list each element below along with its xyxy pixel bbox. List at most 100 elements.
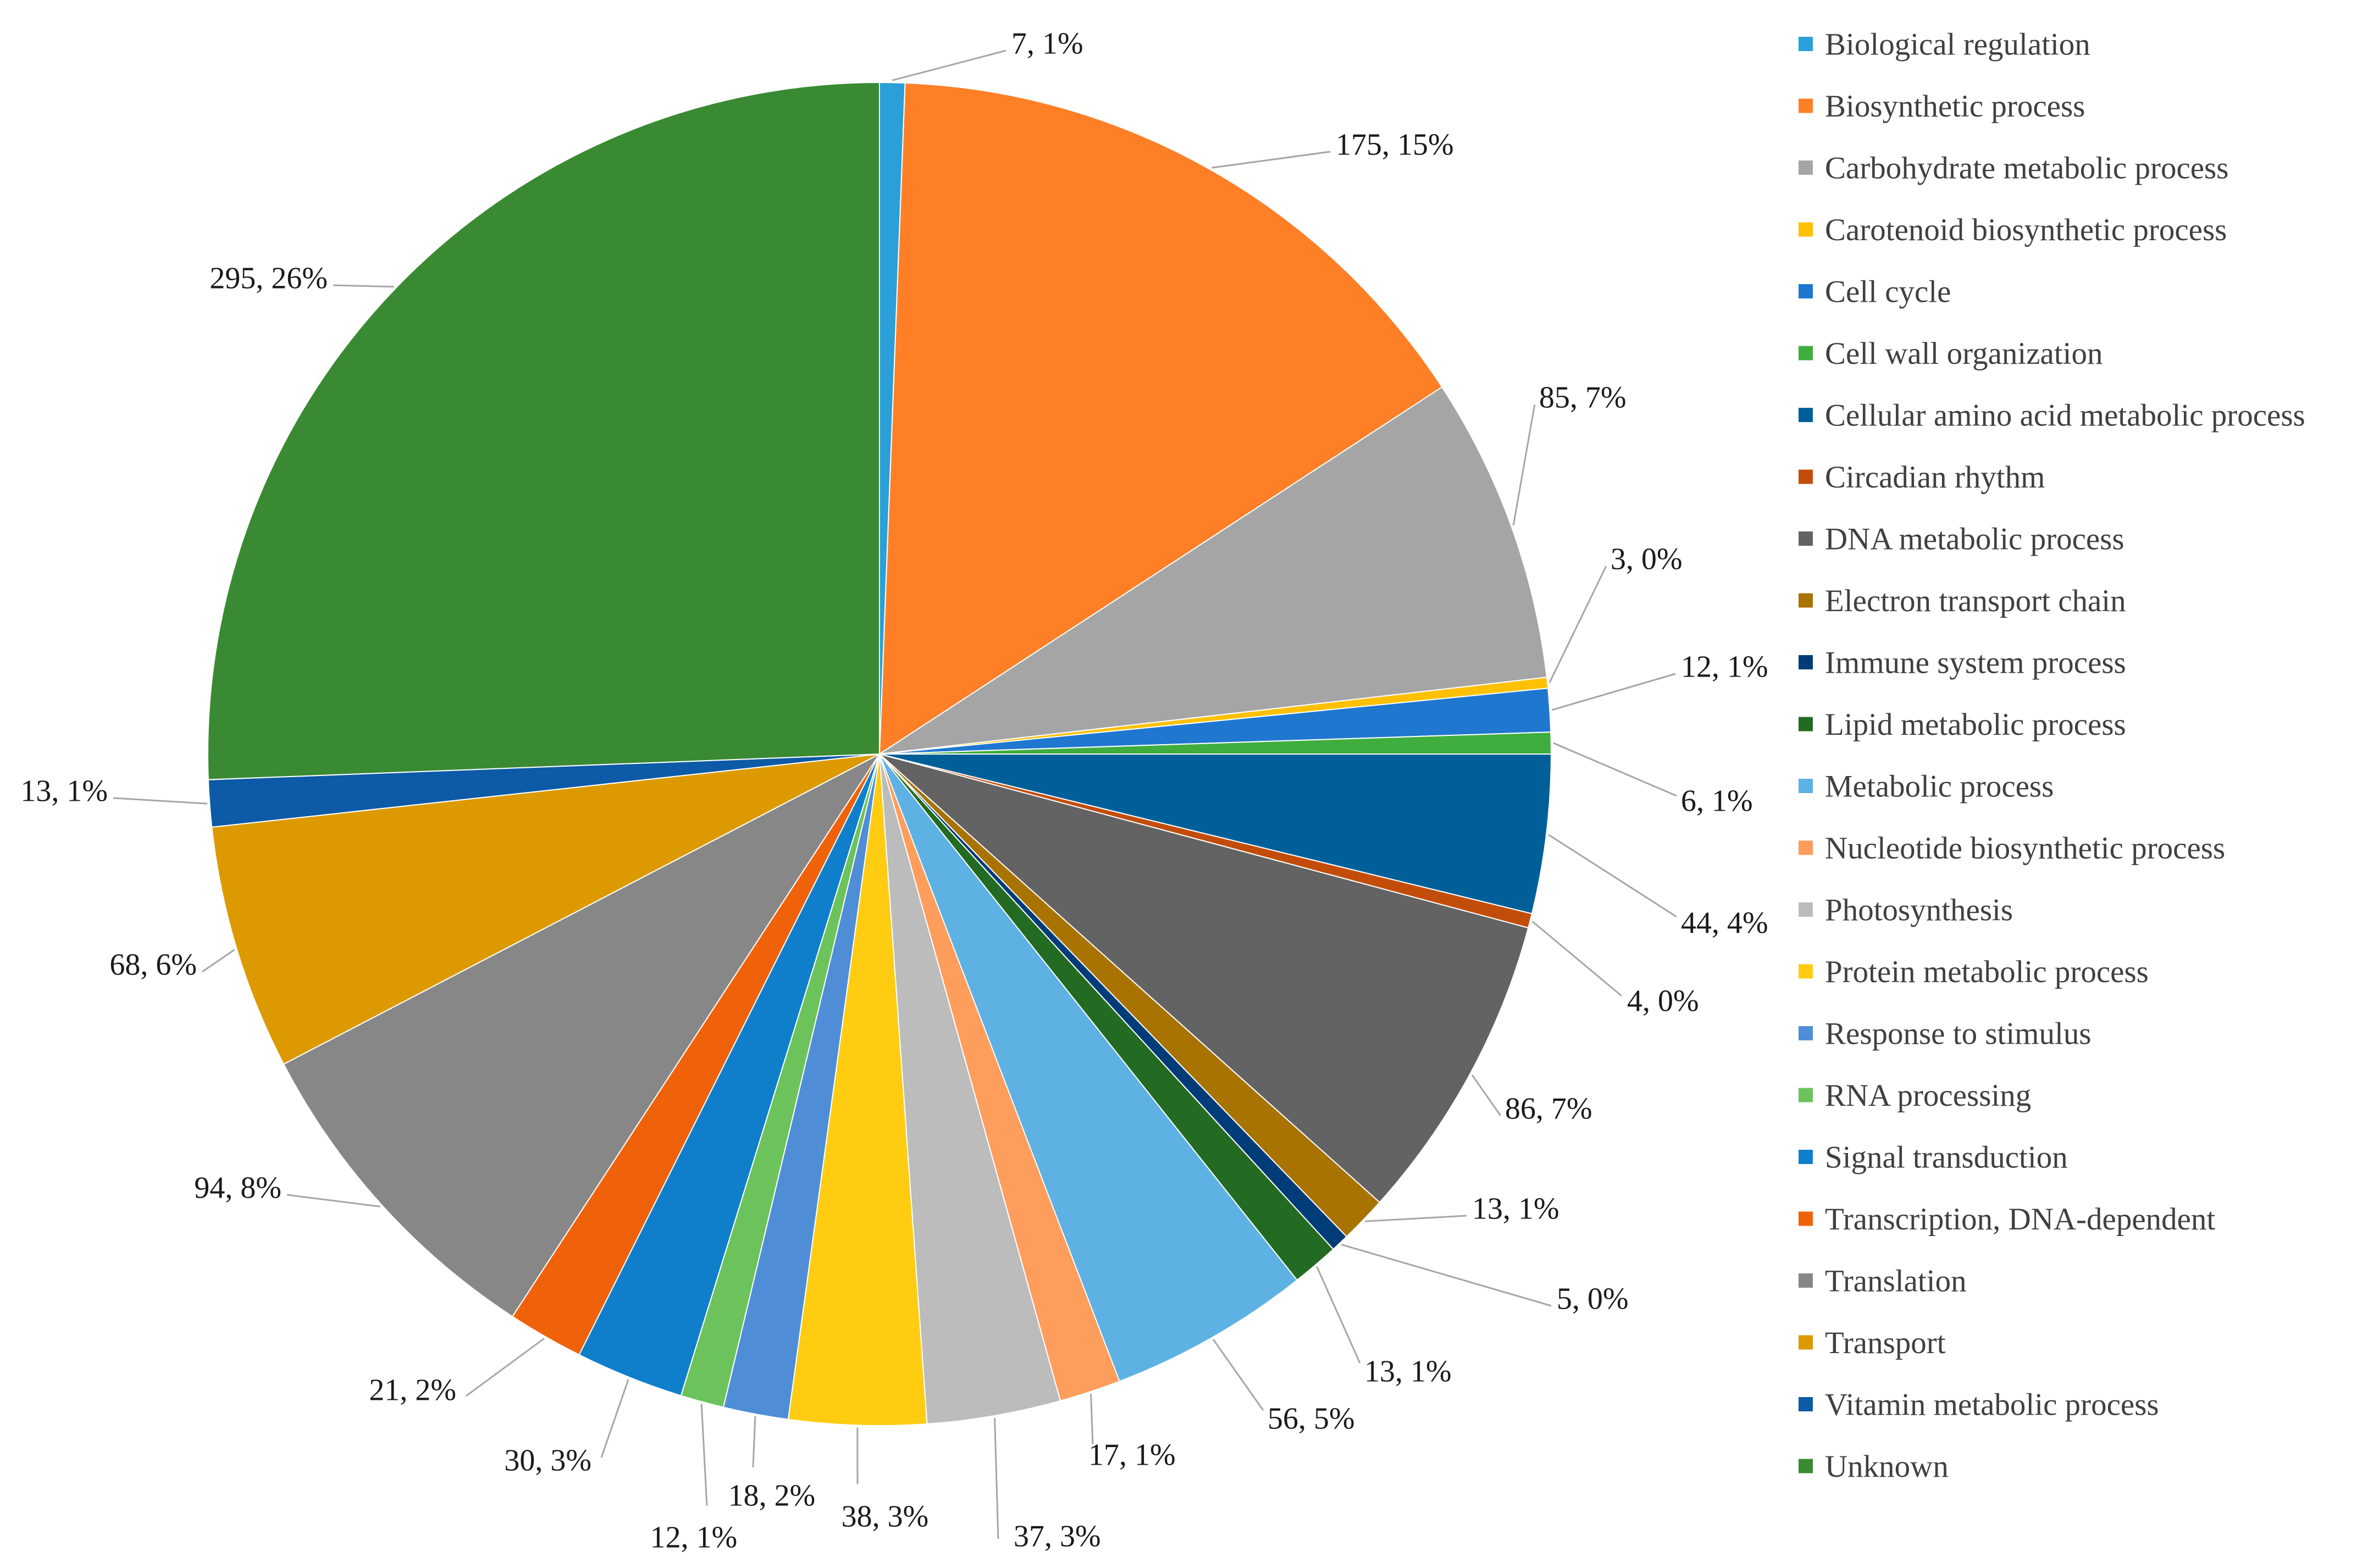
legend-swatch-carbohydrate-metabolic-process [1799,160,1813,175]
legend-label-electron-transport-chain: Electron transport chain [1825,584,2126,618]
legend-label-protein-metabolic-process: Protein metabolic process [1825,955,2149,989]
leader-line-dna-metabolic-process [1472,1075,1501,1116]
legend-label-translation: Translation [1825,1264,1967,1298]
legend-label-response-to-stimulus: Response to stimulus [1825,1016,2092,1051]
legend-swatch-metabolic-process [1799,779,1813,793]
legend-label-rna-processing: RNA processing [1825,1078,2031,1113]
legend-label-circadian-rhythm: Circadian rhythm [1825,460,2045,495]
legend-label-nucleotide-biosynthetic-process: Nucleotide biosynthetic process [1825,831,2225,866]
legend-swatch-nucleotide-biosynthetic-process [1799,841,1813,855]
legend-swatch-transcription-dna-dependent [1799,1212,1813,1226]
data-label-transcription-dna-dependent: 21, 2% [369,1373,456,1408]
legend-label-metabolic-process: Metabolic process [1825,769,2054,804]
legend-swatch-photosynthesis [1799,902,1813,917]
legend-item-photosynthesis: Photosynthesis [1799,893,2013,927]
legend-label-transcription-dna-dependent: Transcription, DNA-dependent [1825,1202,2215,1237]
legend-item-dna-metabolic-process: DNA metabolic process [1799,522,2124,556]
leader-line-circadian-rhythm [1532,921,1622,996]
legend-item-rna-processing: RNA processing [1799,1078,2031,1113]
legend-swatch-cell-wall-organization [1799,346,1813,361]
data-label-metabolic-process: 56, 5% [1268,1402,1355,1436]
legend-label-signal-transduction: Signal transduction [1825,1140,2068,1174]
leader-line-photosynthesis [995,1418,998,1539]
legend-label-cell-wall-organization: Cell wall organization [1825,336,2103,371]
legend-item-cellular-amino-acid-metabolic-process: Cellular amino acid metabolic process [1799,398,2305,433]
legend-item-protein-metabolic-process: Protein metabolic process [1799,955,2149,989]
legend-label-carotenoid-biosynthetic-process: Carotenoid biosynthetic process [1825,213,2227,247]
data-label-protein-metabolic-process: 38, 3% [842,1500,929,1534]
leader-line-response-to-stimulus [753,1416,755,1467]
legend-item-translation: Translation [1799,1264,1967,1298]
data-label-translation: 94, 8% [194,1171,281,1205]
legend-label-carbohydrate-metabolic-process: Carbohydrate metabolic process [1825,151,2228,185]
legend-swatch-biological-regulation [1799,37,1813,51]
leader-line-carbohydrate-metabolic-process [1513,405,1535,525]
legend-item-transcription-dna-dependent: Transcription, DNA-dependent [1799,1202,2215,1237]
legend-item-unknown: Unknown [1799,1449,1949,1484]
leader-line-cell-cycle [1552,674,1675,710]
legend-item-cell-wall-organization: Cell wall organization [1799,336,2103,371]
legend-swatch-transport [1799,1336,1813,1350]
legend-swatch-signal-transduction [1799,1150,1813,1164]
legend-swatch-lipid-metabolic-process [1799,717,1813,732]
legend-swatch-electron-transport-chain [1799,594,1813,608]
leader-line-lipid-metabolic-process [1317,1267,1360,1363]
legend-label-unknown: Unknown [1825,1449,1949,1484]
data-label-unknown: 295, 26% [209,262,328,296]
legend-item-signal-transduction: Signal transduction [1799,1140,2068,1174]
leader-line-vitamin-metabolic-process [113,798,207,804]
leader-line-metabolic-process [1213,1339,1263,1410]
legend-swatch-vitamin-metabolic-process [1799,1397,1813,1411]
legend-item-lipid-metabolic-process: Lipid metabolic process [1799,707,2126,742]
leader-line-cell-wall-organization [1553,743,1677,796]
legend-swatch-carotenoid-biosynthetic-process [1799,223,1813,237]
legend-item-biosynthetic-process: Biosynthetic process [1799,89,2085,124]
data-label-lipid-metabolic-process: 13, 1% [1364,1355,1452,1389]
leader-line-cellular-amino-acid-metabolic-process [1548,835,1677,917]
data-label-electron-transport-chain: 13, 1% [1472,1192,1559,1226]
data-label-circadian-rhythm: 4, 0% [1627,984,1699,1018]
leader-line-immune-system-process [1342,1245,1551,1306]
leader-line-translation [287,1195,380,1206]
leader-line-carotenoid-biosynthetic-process [1550,566,1606,683]
leader-line-electron-transport-chain [1365,1216,1467,1221]
legend-swatch-unknown [1799,1459,1813,1473]
data-label-response-to-stimulus: 18, 2% [728,1479,816,1513]
legend-item-cell-cycle: Cell cycle [1799,274,1951,309]
leader-line-biological-regulation [892,51,1006,80]
legend-swatch-biosynthetic-process [1799,99,1813,113]
legend-item-carotenoid-biosynthetic-process: Carotenoid biosynthetic process [1799,213,2227,247]
data-label-immune-system-process: 5, 0% [1557,1282,1629,1316]
legend-swatch-dna-metabolic-process [1799,531,1813,546]
legend-item-nucleotide-biosynthetic-process: Nucleotide biosynthetic process [1799,831,2225,866]
legend-label-lipid-metabolic-process: Lipid metabolic process [1825,707,2126,742]
data-label-dna-metabolic-process: 86, 7% [1505,1092,1592,1126]
legend-swatch-protein-metabolic-process [1799,965,1813,979]
leader-line-rna-processing [701,1404,707,1506]
data-label-biological-regulation: 7, 1% [1011,27,1083,61]
data-label-photosynthesis: 37, 3% [1014,1520,1101,1554]
legend-label-transport: Transport [1825,1326,1946,1360]
legend-label-cellular-amino-acid-metabolic-process: Cellular amino acid metabolic process [1825,398,2305,433]
data-label-transport: 68, 6% [109,948,197,982]
data-label-carbohydrate-metabolic-process: 85, 7% [1539,381,1626,415]
legend-item-vitamin-metabolic-process: Vitamin metabolic process [1799,1387,2159,1422]
legend-item-transport: Transport [1799,1326,1946,1360]
legend-swatch-rna-processing [1799,1088,1813,1102]
data-label-cell-wall-organization: 6, 1% [1681,784,1753,818]
legend-item-metabolic-process: Metabolic process [1799,769,2054,804]
legend-item-carbohydrate-metabolic-process: Carbohydrate metabolic process [1799,151,2228,185]
leader-line-biosynthetic-process [1211,152,1330,168]
leader-line-transport [202,950,235,972]
legend-swatch-cell-cycle [1799,284,1813,298]
data-label-rna-processing: 12, 1% [650,1521,738,1555]
data-label-carotenoid-biosynthetic-process: 3, 0% [1611,542,1683,577]
data-label-cell-cycle: 12, 1% [1681,650,1768,684]
legend-label-biosynthetic-process: Biosynthetic process [1825,89,2085,124]
legend-label-biological-regulation: Biological regulation [1825,27,2090,62]
data-label-nucleotide-biosynthetic-process: 17, 1% [1088,1438,1176,1472]
legend-label-dna-metabolic-process: DNA metabolic process [1825,522,2124,556]
legend-label-cell-cycle: Cell cycle [1825,274,1951,309]
legend-item-immune-system-process: Immune system process [1799,645,2126,680]
